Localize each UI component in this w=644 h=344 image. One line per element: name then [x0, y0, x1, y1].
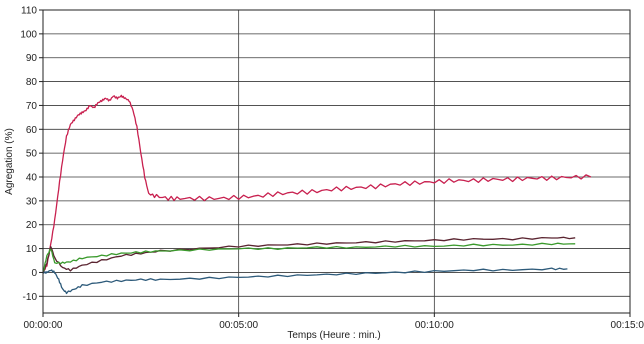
x-tick-label: 00:10:00 [415, 320, 454, 331]
y-tick-label: -10 [23, 292, 38, 303]
x-axis-label: Temps (Heure : min.) [287, 330, 380, 341]
y-tick-label: 80 [26, 77, 38, 88]
y-tick-label: 90 [26, 53, 38, 64]
y-tick-label: 60 [26, 125, 38, 136]
y-tick-label: 0 [31, 268, 37, 279]
y-tick-label: 100 [20, 29, 37, 40]
y-tick-label: 10 [26, 244, 38, 255]
series-line-1 [42, 94, 592, 273]
y-tick-label: 50 [26, 149, 38, 160]
y-tick-label: 20 [26, 220, 38, 231]
series-line-4 [42, 267, 568, 295]
y-axis-label: Agregation (%) [4, 128, 15, 195]
x-tick-label: 00:05:00 [219, 320, 258, 331]
x-axis-ticks: 00:00:00 00:05:00 00:10:00 00:15:00 [24, 313, 644, 331]
x-tick-label: 00:15:00 [611, 320, 644, 331]
x-tick-label: 00:00:00 [24, 320, 63, 331]
y-axis-ticks: -10 0 10 20 30 40 50 60 70 80 90 100 110 [20, 6, 43, 303]
y-tick-label: 30 [26, 196, 38, 207]
series-lines [42, 94, 592, 295]
y-tick-label: 40 [26, 173, 38, 184]
y-tick-label: 70 [26, 101, 38, 112]
series-line-3 [42, 242, 576, 272]
plot-frame [42, 9, 631, 314]
y-tick-label: 110 [21, 6, 37, 17]
